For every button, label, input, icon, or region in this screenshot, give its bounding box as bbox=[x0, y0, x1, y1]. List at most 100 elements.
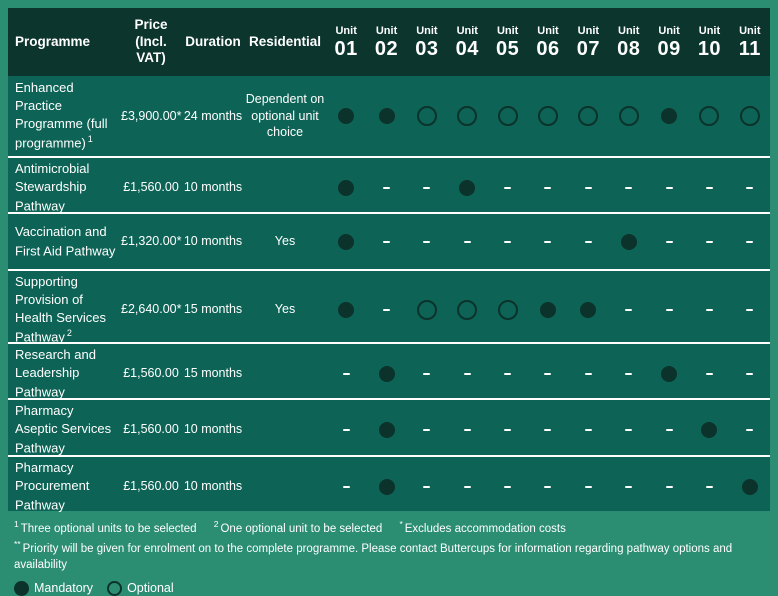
table-header-row: Programme Price (Incl. VAT) Duration Res… bbox=[8, 8, 770, 76]
dash-icon bbox=[568, 158, 608, 217]
residential-cell: Yes bbox=[274, 234, 296, 249]
dash-icon bbox=[407, 344, 447, 403]
dash-icon bbox=[730, 400, 770, 459]
programme-cell: Vaccination and First Aid Pathway bbox=[15, 223, 116, 259]
column-header-unit-10: Unit 10 bbox=[697, 24, 722, 60]
duration-cell: 10 months bbox=[183, 234, 243, 249]
optional-circle-icon bbox=[487, 76, 527, 156]
dash-icon bbox=[528, 457, 568, 516]
mandatory-circle-icon bbox=[366, 344, 406, 403]
pricing-page: Programme Price (Incl. VAT) Duration Res… bbox=[0, 0, 778, 572]
footnote-marker: 2 bbox=[66, 327, 72, 338]
footnote-item: 1 Three optional units to be selected bbox=[14, 519, 197, 535]
dash-icon bbox=[568, 400, 608, 459]
dash-icon bbox=[407, 158, 447, 217]
dash-icon bbox=[609, 457, 649, 516]
mandatory-circle-icon bbox=[366, 457, 406, 516]
dash-icon bbox=[366, 271, 406, 348]
column-header-unit-08: Unit 08 bbox=[617, 24, 641, 60]
residential-cell: Yes bbox=[274, 302, 296, 317]
legend: Mandatory Optional bbox=[14, 580, 764, 596]
optional-circle-icon bbox=[730, 76, 770, 156]
programme-pricing-table: Programme Price (Incl. VAT) Duration Res… bbox=[8, 8, 770, 512]
dash-icon bbox=[528, 344, 568, 403]
dash-icon bbox=[649, 457, 689, 516]
mandatory-circle-icon bbox=[366, 400, 406, 459]
dash-icon bbox=[407, 214, 447, 269]
mandatory-circle-icon bbox=[14, 580, 29, 596]
footnote-item: * Excludes accommodation costs bbox=[399, 519, 566, 535]
dash-icon bbox=[487, 344, 527, 403]
programme-cell: Antimicrobial Stewardship Pathway bbox=[15, 161, 90, 214]
dash-icon bbox=[609, 271, 649, 348]
column-header-unit-07: Unit 07 bbox=[576, 24, 600, 60]
mandatory-circle-icon bbox=[649, 344, 689, 403]
footnote-line-1: 1 Three optional units to be selected 2 On… bbox=[14, 518, 764, 538]
dash-icon bbox=[730, 214, 770, 269]
price-cell: £1,560.00 bbox=[123, 180, 179, 195]
dash-icon bbox=[730, 271, 770, 348]
programme-cell: Pharmacy Aseptic Services Pathway bbox=[15, 403, 112, 456]
column-header-unit-04: Unit 04 bbox=[455, 24, 479, 60]
dash-icon bbox=[649, 400, 689, 459]
dash-icon bbox=[447, 457, 487, 516]
dash-icon bbox=[366, 214, 406, 269]
mandatory-circle-icon bbox=[609, 214, 649, 269]
dash-icon bbox=[447, 344, 487, 403]
optional-circle-icon bbox=[447, 76, 487, 156]
legend-item-optional: Optional bbox=[107, 580, 174, 596]
programme-cell: Enhanced Practice Programme (full progra… bbox=[15, 80, 108, 151]
table-footer: 1 Three optional units to be selected 2 On… bbox=[8, 511, 770, 596]
legend-item-mandatory: Mandatory bbox=[14, 580, 94, 596]
dash-icon bbox=[326, 400, 366, 459]
column-header-unit-05: Unit 05 bbox=[496, 24, 520, 60]
legend-label: Mandatory bbox=[34, 581, 94, 596]
optional-circle-icon bbox=[689, 76, 729, 156]
column-header-duration: Duration bbox=[185, 33, 241, 49]
dash-icon bbox=[689, 214, 729, 269]
price-cell: £1,560.00 bbox=[123, 366, 179, 381]
mandatory-circle-icon bbox=[326, 158, 366, 217]
duration-cell: 10 months bbox=[183, 479, 243, 494]
price-cell: £3,900.00* bbox=[121, 108, 182, 123]
residential-cell bbox=[244, 186, 326, 190]
dash-icon bbox=[568, 214, 608, 269]
dash-icon bbox=[366, 158, 406, 217]
residential-cell bbox=[244, 485, 326, 489]
price-cell: £1,560.00 bbox=[123, 479, 179, 494]
dash-icon bbox=[447, 214, 487, 269]
dash-icon bbox=[609, 400, 649, 459]
duration-cell: 15 months bbox=[183, 302, 243, 317]
dash-icon bbox=[609, 158, 649, 217]
mandatory-circle-icon bbox=[730, 457, 770, 516]
dash-icon bbox=[487, 400, 527, 459]
duration-cell: 10 months bbox=[183, 180, 243, 195]
dash-icon bbox=[326, 457, 366, 516]
dash-icon bbox=[689, 344, 729, 403]
column-header-residential: Residential bbox=[248, 33, 322, 49]
table-row: Vaccination and First Aid Pathway £1,320… bbox=[8, 212, 770, 269]
dash-icon bbox=[326, 344, 366, 403]
optional-circle-icon bbox=[107, 580, 123, 596]
dash-icon bbox=[730, 344, 770, 403]
column-header-unit-03: Unit 03 bbox=[415, 24, 439, 60]
dash-icon bbox=[609, 344, 649, 403]
price-cell: £1,320.00* bbox=[121, 234, 182, 249]
dash-icon bbox=[487, 457, 527, 516]
dash-icon bbox=[407, 400, 447, 459]
price-cell: £2,640.00* bbox=[121, 302, 182, 317]
optional-circle-icon bbox=[407, 76, 447, 156]
optional-circle-icon bbox=[528, 76, 568, 156]
mandatory-circle-icon bbox=[689, 400, 729, 459]
dash-icon bbox=[689, 158, 729, 217]
legend-label: Optional bbox=[127, 581, 174, 596]
mandatory-circle-icon bbox=[326, 214, 366, 269]
footnote-item: 2 One optional unit to be selected bbox=[213, 519, 383, 535]
table-row: Antimicrobial Stewardship Pathway £1,560… bbox=[8, 156, 770, 213]
duration-cell: 24 months bbox=[183, 108, 243, 123]
footnote-marker: 1 bbox=[87, 134, 93, 145]
mandatory-circle-icon bbox=[447, 158, 487, 217]
dash-icon bbox=[689, 457, 729, 516]
column-header-unit-01: Unit 01 bbox=[334, 24, 358, 60]
optional-circle-icon bbox=[568, 76, 608, 156]
